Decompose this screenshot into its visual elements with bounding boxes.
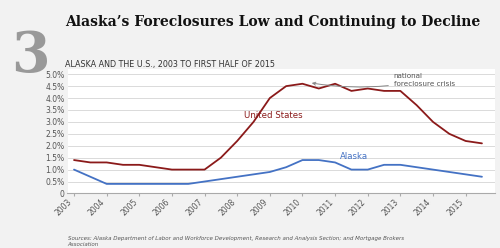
Text: Sources: Alaska Department of Labor and Workforce Development, Research and Anal: Sources: Alaska Department of Labor and … (68, 236, 404, 247)
Text: United States: United States (244, 111, 302, 120)
Text: national
foreclosure crisis: national foreclosure crisis (313, 73, 455, 87)
Text: 3: 3 (11, 29, 49, 84)
Text: ALASKA AND THE U.S., 2003 TO FIRST HALF OF 2015: ALASKA AND THE U.S., 2003 TO FIRST HALF … (65, 60, 275, 68)
Text: Alaska’s Foreclosures Low and Continuing to Decline: Alaska’s Foreclosures Low and Continuing… (65, 15, 480, 29)
Text: Alaska: Alaska (340, 152, 368, 161)
